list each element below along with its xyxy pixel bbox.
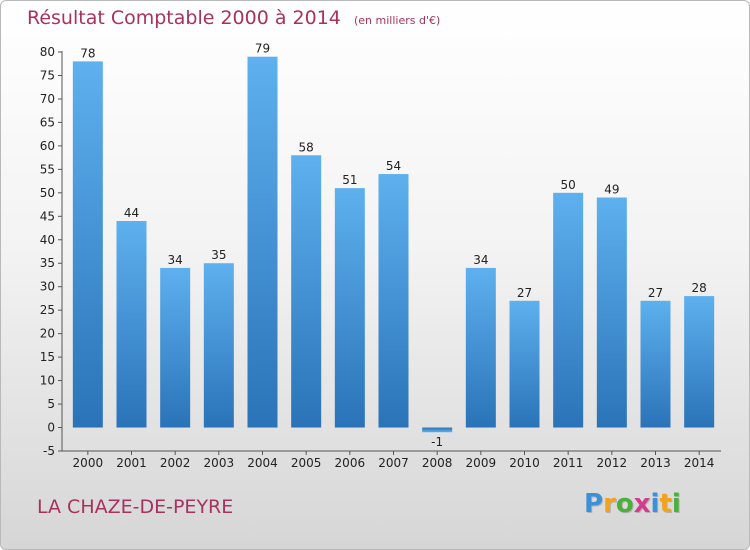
chart-title: Résultat Comptable 2000 à 2014 — [27, 7, 341, 29]
value-labels: 78 44 34 35 79 58 51 54 -1 34 27 50 49 27 28 — [80, 42, 707, 450]
value-label-2011: 50 — [561, 178, 576, 192]
value-label-2008: -1 — [431, 435, 443, 449]
bar-2001 — [116, 220, 147, 428]
logo-letter: o — [615, 489, 634, 519]
logo-letter: i — [671, 489, 681, 519]
x-tick-label: 2014 — [684, 456, 715, 470]
value-label-2003: 35 — [211, 248, 226, 262]
y-tick-label: -5 — [43, 444, 55, 458]
y-tick-label: 50 — [40, 186, 55, 200]
bar-2013 — [640, 300, 671, 428]
bar-2000 — [72, 61, 103, 428]
x-tick-label: 2004 — [247, 456, 278, 470]
y-tick-label: 35 — [40, 256, 55, 270]
bar-2004 — [247, 56, 278, 428]
y-tick-label: 10 — [40, 374, 55, 388]
y-tick-label: 30 — [40, 280, 55, 294]
x-tick-label: 2002 — [160, 456, 191, 470]
x-tick-label: 2005 — [291, 456, 322, 470]
x-tick-label: 2010 — [509, 456, 540, 470]
value-label-2009: 34 — [473, 253, 488, 267]
y-tick-label: 40 — [40, 233, 55, 247]
bar-2010 — [509, 300, 540, 428]
y-tick-label: 60 — [40, 139, 55, 153]
value-label-2014: 28 — [692, 281, 707, 295]
value-label-2012: 49 — [604, 183, 619, 197]
y-tick-label: 5 — [47, 397, 55, 411]
value-label-2000: 78 — [80, 46, 95, 60]
bars — [72, 56, 715, 433]
x-tick-label: 2006 — [335, 456, 366, 470]
x-tick-label: 2011 — [553, 456, 584, 470]
value-label-2006: 51 — [342, 173, 357, 187]
bar-2003 — [203, 263, 234, 428]
value-label-2002: 34 — [168, 253, 183, 267]
value-label-2007: 54 — [386, 159, 401, 173]
y-tick-label: 25 — [40, 303, 55, 317]
x-tick-label: 2009 — [466, 456, 497, 470]
bar-2011 — [553, 192, 584, 428]
title-row: Résultat Comptable 2000 à 2014 (en milli… — [27, 7, 440, 29]
value-label-2004: 79 — [255, 42, 270, 56]
bar-2009 — [465, 267, 496, 428]
chart-subtitle: (en milliers d'€) — [353, 14, 441, 27]
bar-2007 — [378, 174, 409, 428]
y-tick-label: 45 — [40, 209, 55, 223]
x-tick-label: 2013 — [640, 456, 671, 470]
x-axis: 2000 2001 2002 2003 2004 2005 2006 2007 2008 2009… — [62, 450, 721, 470]
x-tick-label: 2008 — [422, 456, 453, 470]
y-tick-label: 65 — [40, 115, 55, 129]
y-tick-label: 75 — [40, 68, 55, 82]
x-tick-label: 2000 — [73, 456, 104, 470]
proxiti-logo: Proxiti — [584, 489, 681, 519]
commune-name: LA CHAZE-DE-PEYRE — [37, 496, 234, 518]
y-tick-label: 80 — [40, 45, 55, 59]
x-tick-label: 2012 — [597, 456, 628, 470]
bar-2005 — [291, 155, 322, 428]
x-tick-label: 2007 — [378, 456, 409, 470]
y-tick-label: 20 — [40, 327, 55, 341]
logo-letter: P — [584, 489, 604, 519]
y-axis: -5 0 5 10 15 20 25 30 35 40 45 50 55 60 65 70 75 80 — [40, 45, 63, 458]
logo-letter: r — [603, 489, 616, 519]
x-tick-label: 2003 — [204, 456, 235, 470]
bar-2012 — [596, 197, 627, 428]
y-tick-label: 55 — [40, 162, 55, 176]
value-label-2001: 44 — [124, 206, 139, 220]
value-label-2010: 27 — [517, 286, 532, 300]
logo-letter: i — [650, 489, 660, 519]
value-label-2005: 58 — [299, 140, 314, 154]
bar-2008 — [422, 427, 453, 433]
x-tick-label: 2001 — [116, 456, 147, 470]
y-tick-label: 15 — [40, 350, 55, 364]
value-label-2013: 27 — [648, 286, 663, 300]
y-tick-label: 70 — [40, 92, 55, 106]
bar-2002 — [160, 267, 191, 428]
y-tick-label: 0 — [47, 421, 55, 435]
logo-letter: t — [659, 489, 672, 519]
bar-2014 — [684, 296, 715, 428]
bar-2006 — [334, 188, 365, 428]
logo-letter: x — [633, 489, 651, 519]
